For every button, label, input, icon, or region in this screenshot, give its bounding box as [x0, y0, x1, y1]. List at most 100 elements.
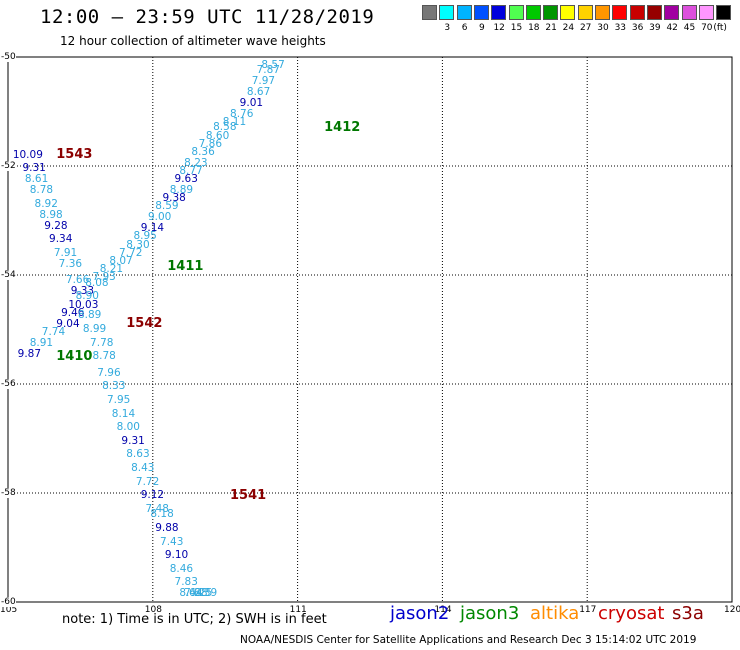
footer-credit: NOAA/NESDIS Center for Satellite Applica…	[240, 634, 697, 646]
wave-height-obs: 8.78	[29, 184, 54, 197]
colorbar-swatch	[646, 5, 662, 20]
wave-height-obs: 8.67	[246, 85, 271, 98]
wave-height-obs: 8.92	[34, 197, 58, 210]
wave-height-obs: 8.77	[179, 165, 203, 177]
colorbar-label: 21	[545, 23, 557, 33]
wave-height-obs: 8.78	[92, 350, 116, 363]
pass-time-label: 1543	[56, 146, 93, 162]
wave-height-obs: 9.88	[155, 521, 179, 534]
wave-height-obs: 8.61	[24, 173, 49, 186]
wave-height-obs: 7.83	[174, 576, 198, 589]
pass-time-label: 1411	[167, 258, 204, 274]
colorbar-label: 27	[579, 23, 592, 33]
wave-height-obs: 7.48	[145, 502, 169, 515]
lon-tick-label: 114	[434, 605, 452, 615]
colorbar-swatch	[664, 5, 680, 20]
wave-height-obs: 9.33	[70, 284, 95, 297]
pass-time-label: 1541	[230, 487, 267, 503]
satellite-name: jason3	[460, 603, 520, 624]
wave-height-obs: 8.57	[261, 58, 285, 71]
wave-height-obs: 8.43	[131, 462, 155, 475]
wave-height-obs: 8.33	[102, 380, 126, 393]
colorbar-label: 39	[649, 23, 661, 33]
colorbar-swatch	[595, 5, 610, 20]
pass-time-label: 1542	[126, 315, 163, 331]
colorbar-swatch	[560, 5, 576, 20]
lat-tick-label: -52	[1, 161, 16, 171]
wave-height-obs: 7.74	[41, 325, 66, 338]
map-frame	[7, 56, 733, 603]
colorbar-label: 70	[701, 23, 713, 33]
colorbar-swatch	[422, 5, 437, 20]
footer-note: note: 1) Time is in UTC; 2) SWH is in fe…	[62, 612, 327, 627]
wave-height-obs: 8.30	[126, 238, 150, 251]
wave-height-obs: 9.34	[49, 233, 73, 246]
colorbar-swatch	[681, 5, 697, 20]
wave-height-obs: 7.28	[184, 587, 208, 599]
wave-height-obs: 7.91	[53, 246, 78, 259]
wave-height-obs: 8.00	[116, 421, 140, 434]
wave-height-obs: 8.89	[169, 184, 194, 197]
wave-height-obs: 9.87	[17, 347, 42, 360]
wave-height-obs: 7.43	[160, 535, 184, 548]
colorbar-label: 15	[510, 23, 523, 33]
wave-height-obs: 7.86	[198, 137, 223, 150]
colorbar-swatch	[698, 5, 714, 20]
colorbar-swatch	[439, 5, 455, 20]
colorbar-swatch	[577, 5, 593, 20]
page-title: 12:00 – 23:59 UTC 11/28/2019	[40, 6, 375, 28]
wave-height-obs: 9.31	[121, 434, 145, 447]
wave-height-obs: 8.23	[184, 156, 208, 169]
wave-height-obs: 8.60	[205, 129, 230, 142]
wave-height-obs: 7.78	[90, 336, 114, 349]
wave-height-obs: 7.96	[97, 366, 121, 379]
wave-height-obs: 7.97	[251, 75, 276, 88]
wave-height-obs: 8.07	[109, 254, 133, 267]
colorbar-label: 9	[479, 23, 485, 33]
colorbar-swatch	[612, 5, 628, 20]
colorbar-swatch	[629, 5, 645, 20]
wave-height-obs: 9.01	[239, 96, 264, 109]
lon-tick-label: 117	[579, 605, 597, 615]
satellite-name: jason2	[390, 603, 450, 624]
lon-tick-label: 111	[289, 605, 307, 615]
wave-height-obs: 8.08	[85, 276, 109, 289]
wave-height-obs: 9.38	[162, 192, 186, 205]
wave-height-obs: 8.14	[111, 407, 136, 420]
wave-height-obs: 7.72	[119, 246, 143, 259]
wave-height-obs: 9.10	[164, 549, 189, 562]
wave-height-obs: 8.36	[191, 145, 215, 158]
pass-time-label: 1410	[56, 348, 93, 364]
wave-height-obs: 8.76	[230, 107, 254, 120]
wave-height-obs: 6.39	[193, 587, 218, 599]
wave-height-obs: 8.90	[75, 290, 99, 303]
wave-height-obs: 8.59	[155, 200, 179, 213]
wave-height-obs: 7.87	[256, 64, 280, 77]
wave-height-obs: 6.25	[189, 587, 213, 599]
colorbar-label: 36	[631, 23, 644, 33]
colorbar-swatch	[525, 5, 541, 20]
colorbar-label: 3	[444, 23, 451, 33]
lon-tick-label: 120	[724, 605, 740, 615]
wave-height-obs: 7.93	[92, 271, 116, 284]
wave-height-obs: 8.21	[99, 263, 124, 276]
colorbar-swatch	[508, 5, 524, 20]
wave-height-obs: 9.14	[140, 222, 165, 235]
lat-tick-label: -58	[1, 488, 16, 498]
colorbar-label: 6	[461, 23, 468, 33]
lat-tick-label: -50	[1, 52, 16, 62]
wave-height-obs: 9.12	[140, 489, 165, 502]
colorbar-label: 12	[493, 23, 505, 33]
satellite-name: altika	[530, 603, 580, 624]
wave-height-obs: 8.58	[213, 121, 237, 134]
colorbar-swatch	[543, 5, 559, 20]
colorbar-label: 42	[666, 23, 678, 33]
wave-height-obs: 7.36	[58, 257, 83, 270]
wave-height-obs: 10.09	[12, 148, 43, 161]
wave-height-obs: 8.91	[29, 336, 54, 349]
wave-height-obs: 8.98	[39, 208, 63, 221]
wave-height-obs: 7.95	[106, 393, 131, 406]
wave-height-obs: 9.31	[22, 162, 46, 175]
wave-height-obs: 8.89	[77, 309, 102, 322]
